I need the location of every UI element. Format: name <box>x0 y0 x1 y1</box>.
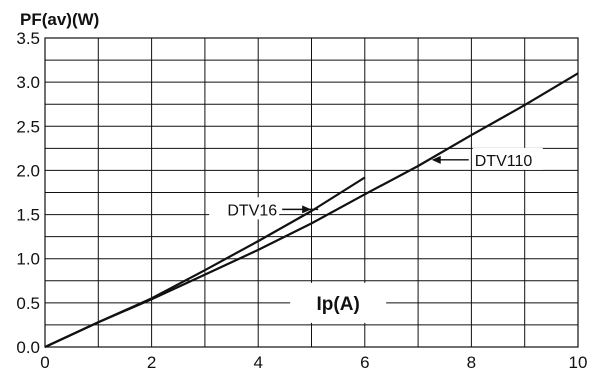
plot-frame <box>44 37 579 348</box>
annotation-background <box>209 197 280 220</box>
annotation-label-dtv110: DTV110 <box>475 153 533 170</box>
y-tick-label: 2.5 <box>16 117 40 136</box>
y-tick-label: 1.0 <box>16 250 40 269</box>
y-tick-label: 3.0 <box>16 73 40 92</box>
y-tick-label: 0.0 <box>16 338 40 357</box>
y-tick-label: 3.5 <box>16 29 40 48</box>
series-lines <box>44 72 579 348</box>
annotation-arrow-head <box>302 205 312 214</box>
x-tick-label: 6 <box>360 353 369 372</box>
y-tick-label: 2.0 <box>16 161 40 180</box>
x-tick-label: 0 <box>40 353 49 372</box>
x-axis-label-box: Ip(A) <box>290 282 387 323</box>
x-tick-label: 8 <box>467 353 476 372</box>
x-tick-label: 2 <box>147 353 156 372</box>
annotation-arrow-head <box>431 155 441 164</box>
y-axis-label: PF(av)(W) <box>20 10 99 29</box>
annotation-label-dtv16: DTV16 <box>227 202 277 219</box>
y-tick-label: 0.5 <box>16 294 40 313</box>
x-tick-label: 10 <box>569 353 588 372</box>
y-tick-label: 1.5 <box>16 206 40 225</box>
x-axis-label: Ip(A) <box>317 294 360 315</box>
x-axis-label-background <box>290 282 387 323</box>
annotation-background <box>472 147 543 170</box>
series-line-dtv110 <box>44 72 579 348</box>
y-axis-tick-labels: 0.0 0.5 1.0 1.5 2.0 2.5 3.0 3.5 <box>16 29 40 357</box>
x-tick-label: 4 <box>253 353 262 372</box>
grid <box>44 37 579 348</box>
x-axis-tick-labels: 0 2 4 6 8 10 <box>40 353 587 372</box>
series-annotations: DTV16 DTV110 <box>209 147 543 220</box>
